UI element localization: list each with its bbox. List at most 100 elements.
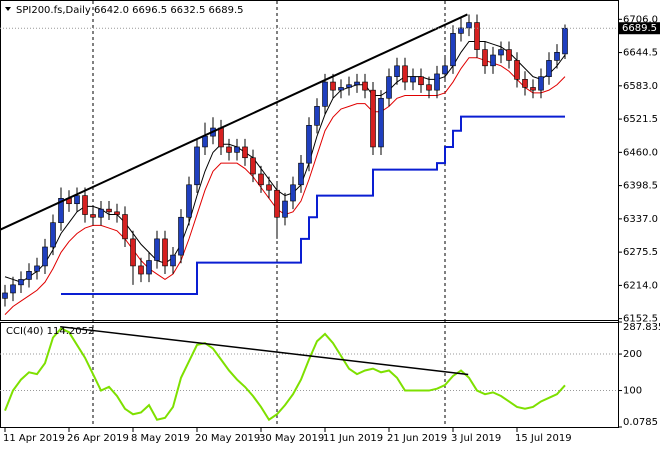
- candle-body: [2, 292, 8, 299]
- candle-body: [74, 195, 80, 205]
- candle-body: [410, 76, 416, 83]
- candle-body: [122, 214, 128, 240]
- candle-body: [498, 49, 504, 56]
- y-tick-label: 6460.0: [623, 147, 658, 158]
- candle-body: [42, 246, 48, 267]
- candle-body: [130, 238, 136, 267]
- candle-body: [442, 65, 448, 75]
- candle-body: [290, 184, 296, 202]
- y-tick-label: 100: [623, 386, 642, 397]
- y-tick-label: 6521.5: [623, 114, 658, 125]
- candle-body: [530, 87, 536, 91]
- y-tick-label: 200: [623, 349, 642, 360]
- candle-body: [386, 76, 392, 99]
- indicator-line: [4, 57, 566, 315]
- candle-body: [346, 84, 352, 88]
- candle-body: [322, 81, 328, 107]
- candle-body: [362, 81, 368, 91]
- candle-body: [394, 65, 400, 77]
- candle-body: [26, 271, 32, 280]
- candle-body: [162, 238, 168, 267]
- last-price-label: 6689.5: [622, 23, 657, 34]
- candle-body: [274, 189, 280, 218]
- candle-body: [426, 84, 432, 91]
- candle-body: [194, 146, 200, 186]
- x-tick-label: 15 Jul 2019: [515, 433, 572, 444]
- trendline: [60, 325, 469, 376]
- candle-body: [178, 216, 184, 256]
- candle-body: [314, 106, 320, 126]
- chart-title: SPI200.fs,Daily 6642.0 6696.5 6632.5 668…: [16, 5, 243, 16]
- y-tick-label: 6152.5: [623, 314, 658, 325]
- candle-body: [58, 198, 64, 223]
- candle-body: [450, 33, 456, 67]
- y-tick-label: 6214.0: [623, 280, 658, 291]
- candle-body: [34, 265, 40, 272]
- candle-body: [114, 211, 120, 215]
- y-tick-label: 0.0785: [623, 417, 658, 428]
- candle-body: [82, 195, 88, 215]
- candle-body: [98, 208, 104, 218]
- candle-body: [218, 127, 224, 148]
- candle-body: [514, 60, 520, 80]
- indicator-line: [61, 115, 565, 296]
- candle-body: [370, 89, 376, 148]
- candle-body: [298, 162, 304, 186]
- candle-body: [226, 146, 232, 153]
- x-tick-label: 11 Apr 2019: [3, 433, 65, 444]
- x-tick-label: 11 Jun 2019: [323, 433, 383, 444]
- candle-body: [466, 22, 472, 29]
- candle-body: [306, 125, 312, 164]
- candle-body: [282, 200, 288, 218]
- candle-body: [266, 184, 272, 191]
- candle-body: [202, 135, 208, 148]
- candle-body: [170, 254, 176, 267]
- candle-body: [186, 184, 192, 218]
- cci-title: CCI(40) 114.2052: [6, 326, 94, 337]
- x-tick-label: 8 May 2019: [131, 433, 190, 444]
- candle-body: [490, 54, 496, 67]
- trendline: [0, 13, 468, 231]
- candle-body: [50, 222, 56, 248]
- candle-body: [330, 81, 336, 91]
- candle-body: [554, 51, 560, 61]
- candle-body: [146, 260, 152, 275]
- candle-body: [338, 87, 344, 91]
- candle-body: [418, 76, 424, 86]
- x-tick-label: 3 Jul 2019: [451, 433, 501, 444]
- y-tick-label: 6706.0: [623, 14, 658, 25]
- y-tick-label: 6337.0: [623, 214, 658, 225]
- candle-body: [538, 76, 544, 91]
- candle-body: [562, 27, 568, 55]
- candle-body: [378, 97, 384, 148]
- menu-arrow: [5, 7, 11, 11]
- candle-body: [402, 65, 408, 83]
- y-tick-label: 6275.5: [623, 247, 658, 258]
- candle-body: [546, 60, 552, 77]
- y-tick-label: 6583.0: [623, 81, 658, 92]
- candle-body: [258, 173, 264, 186]
- x-tick-label: 20 May 2019: [195, 433, 260, 444]
- candle-body: [506, 49, 512, 61]
- indicator-line: [4, 40, 566, 283]
- cci-line: [4, 327, 566, 422]
- y-tick-label: 6644.5: [623, 48, 658, 59]
- candle-body: [154, 238, 160, 261]
- candle-body: [242, 146, 248, 159]
- candle-body: [234, 146, 240, 153]
- candle-body: [90, 214, 96, 218]
- last-price-box: [619, 22, 660, 35]
- candle-body: [18, 279, 24, 286]
- candle-body: [106, 208, 112, 213]
- x-tick-label: 21 Jun 2019: [387, 433, 447, 444]
- candle-body: [10, 284, 16, 294]
- candle-body: [434, 73, 440, 91]
- candle-body: [250, 157, 256, 175]
- y-tick-label: 287.8357: [623, 322, 660, 333]
- candle-body: [354, 81, 360, 86]
- candle-body: [482, 49, 488, 67]
- candle-body: [138, 265, 144, 275]
- candle-body: [458, 27, 464, 34]
